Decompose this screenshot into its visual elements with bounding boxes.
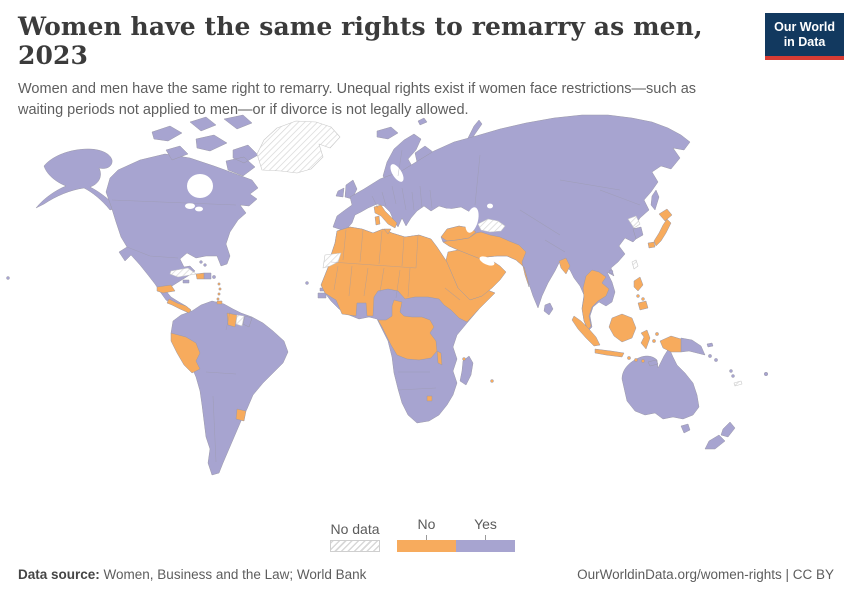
region-western-sahara[interactable] [322,252,342,269]
region-taiwan[interactable] [631,259,639,270]
island-south-korea[interactable] [632,226,644,240]
legend-no-label: No [417,516,436,532]
region-honduras[interactable] [156,284,176,294]
landmass-madagascar[interactable] [459,355,474,386]
region-comoros[interactable] [462,357,466,361]
region-philippines[interactable] [633,276,649,311]
region-sumatra[interactable] [571,315,601,347]
chart-subtitle: Women and men have the same right to rem… [18,81,697,118]
island-timor[interactable] [647,359,659,367]
map-seas [185,164,495,266]
region-lesser-sunda-moluccas[interactable] [627,332,659,363]
legend-segment-yes[interactable]: Yes [456,516,515,552]
landmass-papua-new-guinea[interactable] [680,337,714,356]
region-trinidad[interactable] [216,300,223,305]
legend-tick [426,535,427,540]
caspian-sea [465,207,479,233]
landmass-new-zealand[interactable] [704,421,736,450]
region-central-africa[interactable] [377,299,438,361]
world-map-svg[interactable] [0,100,850,520]
legend-no-swatch[interactable] [397,540,456,552]
data-source-label: Data source: [18,567,100,582]
island-french-guiana[interactable] [242,315,253,328]
great-lakes [185,203,195,209]
region-malawi[interactable] [436,350,443,366]
page-title: Women have the same rights to remarry as… [18,12,703,70]
baltic-sea [390,164,404,182]
legend-no-data-label: No data [330,521,380,537]
region-greenland[interactable] [256,120,341,174]
region-bangladesh[interactable] [558,257,571,275]
region-cuba[interactable] [169,267,197,278]
island-sri-lanka[interactable] [543,302,554,316]
region-sulawesi[interactable] [640,329,651,350]
map-regions-yes[interactable] [6,114,769,476]
region-west-papua[interactable] [659,335,682,353]
region-turkmenistan[interactable] [477,218,506,233]
region-panama-costa-rica[interactable] [166,298,192,314]
legend-tick [485,535,486,540]
map-regions-no[interactable] [156,204,682,422]
region-peru[interactable] [170,332,201,374]
region-mauritius[interactable] [490,379,494,383]
landmass-british-isles[interactable] [335,179,358,200]
region-japan[interactable] [647,208,673,249]
owid-logo: Our World in Data [765,13,844,60]
owid-logo-line2: in Data [783,35,826,49]
landmass-arctic-islands[interactable] [151,114,259,177]
data-source: Data source: Women, Business and the Law… [18,567,366,582]
island-sakhalin[interactable] [650,189,660,211]
region-visayas[interactable] [636,294,640,298]
landmass-iceland[interactable] [376,126,399,140]
footer-link[interactable]: OurWorldinData.org/women-rights | CC BY [577,567,834,582]
map-legend: No data No Yes [330,516,515,552]
persian-gulf [479,256,495,266]
legend-bar: No Yes [397,516,515,552]
great-lakes-2 [195,206,203,212]
sliver-guinea-bissau[interactable] [317,292,327,299]
owid-logo-line1: Our World [774,20,835,34]
legend-yes-label: Yes [474,516,497,532]
black-sea [433,208,461,222]
legend-no-data-swatch[interactable] [330,540,380,552]
landmass-south-america[interactable] [170,300,289,476]
legend-no-data[interactable]: No data [330,521,380,552]
data-source-text: Women, Business and the Law; World Bank [99,567,367,582]
small-purple-islands[interactable] [6,260,769,378]
landmass-alaska[interactable] [35,148,118,211]
region-eswatini[interactable] [426,395,433,402]
region-north-korea[interactable] [627,215,641,229]
region-java[interactable] [594,348,625,358]
region-north-africa-sahel-horn[interactable] [320,226,496,323]
world-map[interactable] [0,100,850,520]
region-lesser-antilles[interactable] [216,282,222,301]
country-borders [111,149,641,463]
region-borneo[interactable] [608,313,637,343]
region-visayas-2[interactable] [641,297,645,301]
aral-sea [487,203,493,209]
chart-header: Women have the same rights to remarry as… [18,12,763,120]
island-jamaica[interactable] [182,279,190,284]
region-haiti[interactable] [195,272,205,280]
region-italy[interactable] [373,204,398,235]
region-uruguay[interactable] [235,408,247,422]
legend-segment-no[interactable]: No [397,516,456,552]
region-suriname[interactable] [235,314,245,327]
legend-yes-swatch[interactable] [456,540,515,552]
region-indochina[interactable] [581,269,610,331]
landmass-north-america[interactable] [105,153,259,314]
region-new-caledonia[interactable] [733,380,743,387]
hudson-bay [187,174,213,198]
map-regions-no-data[interactable] [169,120,743,387]
chart-footer: Data source: Women, Business and the Law… [18,567,834,582]
island-dominican-republic[interactable] [203,272,212,280]
landmass-australia[interactable] [621,347,700,434]
region-guyana[interactable] [226,312,238,328]
